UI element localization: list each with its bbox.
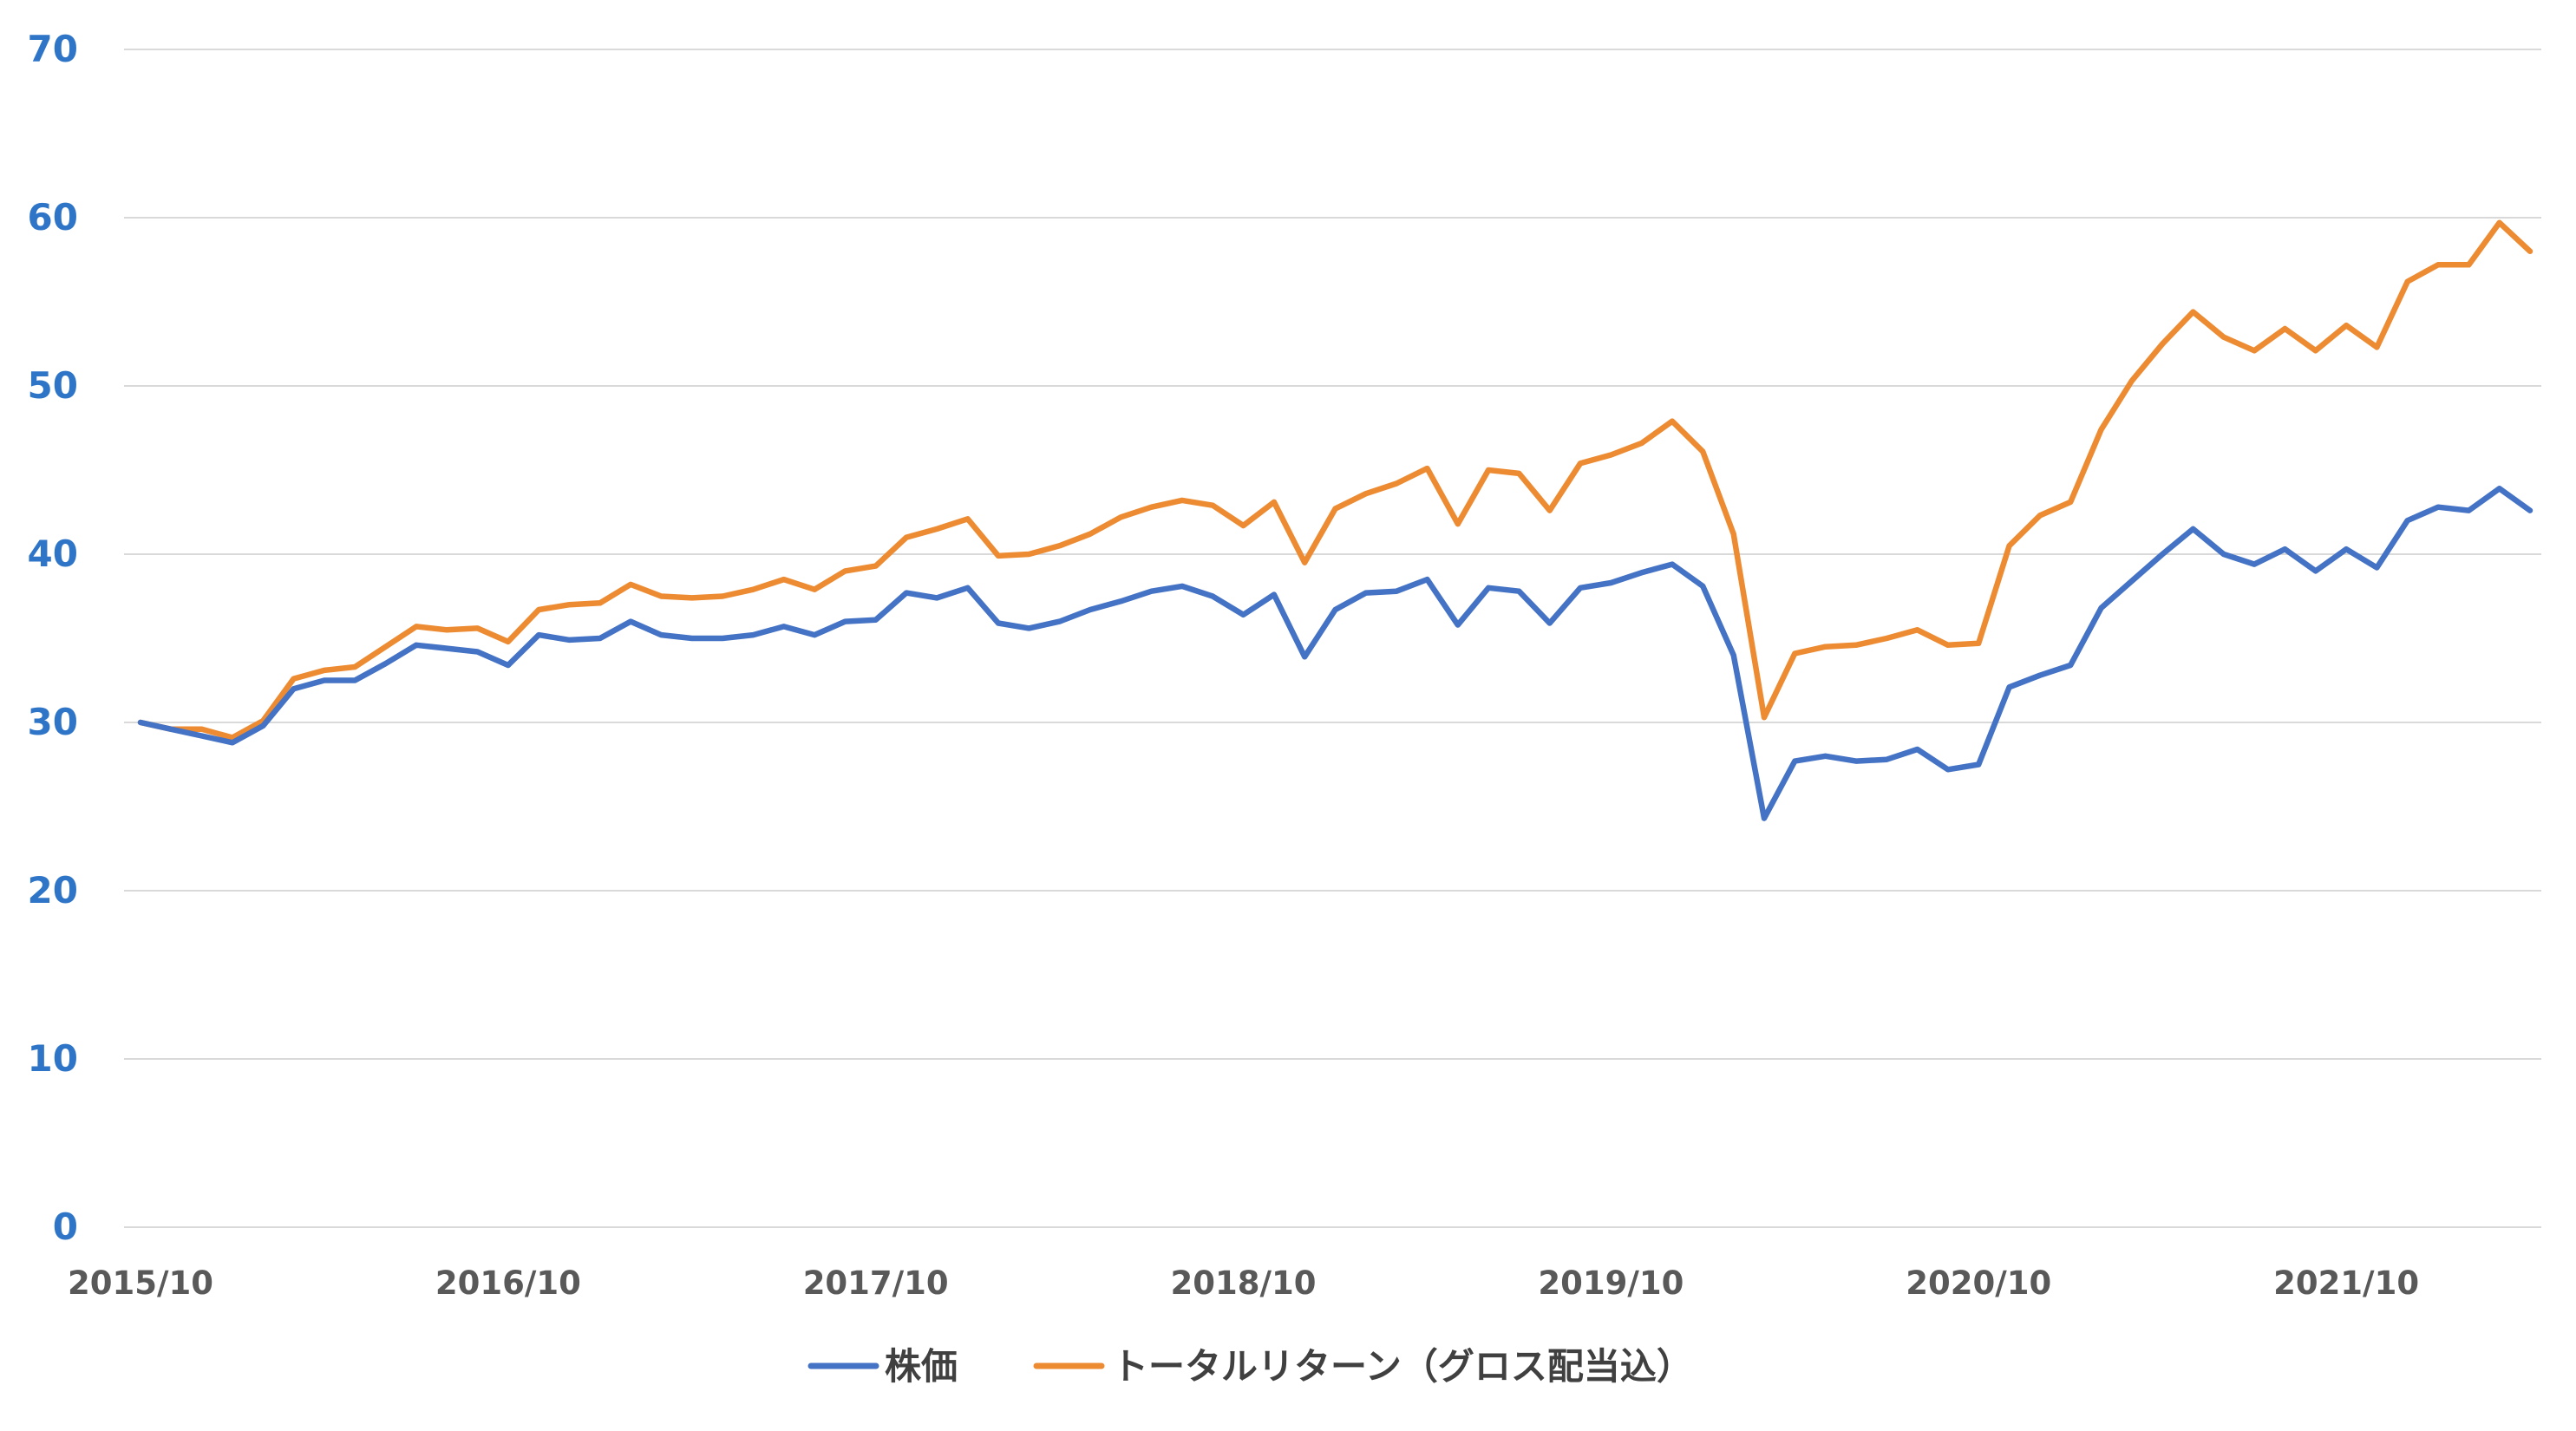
- x-tick-label: 2021/10: [2273, 1264, 2419, 1302]
- legend-label-stock-price: 株価: [885, 1345, 958, 1388]
- y-tick-label: 20: [28, 869, 78, 912]
- gridlines: [124, 49, 2541, 1228]
- x-tick-label: 2016/10: [435, 1264, 581, 1302]
- x-tick-label: 2019/10: [1538, 1264, 1684, 1302]
- y-tick-label: 50: [28, 364, 78, 407]
- y-axis-tick-labels: 0 10 20 30 40 50 60 70: [28, 28, 78, 1248]
- x-tick-label: 2020/10: [1906, 1264, 2051, 1302]
- series-line-stock-price: [137, 486, 2534, 821]
- y-tick-label: 40: [28, 533, 78, 575]
- legend: 株価 トータルリターン（グロス配当込）: [807, 1345, 1693, 1388]
- y-tick-label: 60: [28, 196, 78, 238]
- x-tick-label: 2018/10: [1171, 1264, 1317, 1302]
- x-axis-tick-labels: 2015/10 2016/10 2017/10 2018/10 2019/10 2020/…: [68, 1264, 2419, 1302]
- x-tick-label: 2015/10: [68, 1264, 213, 1302]
- y-tick-label: 10: [28, 1037, 78, 1080]
- y-tick-label: 70: [28, 28, 78, 70]
- y-tick-label: 30: [28, 701, 78, 743]
- series-lines: [137, 219, 2534, 821]
- series-line-total-return: [137, 219, 2534, 741]
- y-tick-label: 0: [53, 1206, 78, 1248]
- legend-label-total-return: トータルリターン（グロス配当込）: [1112, 1345, 1693, 1388]
- x-tick-label: 2017/10: [803, 1264, 949, 1302]
